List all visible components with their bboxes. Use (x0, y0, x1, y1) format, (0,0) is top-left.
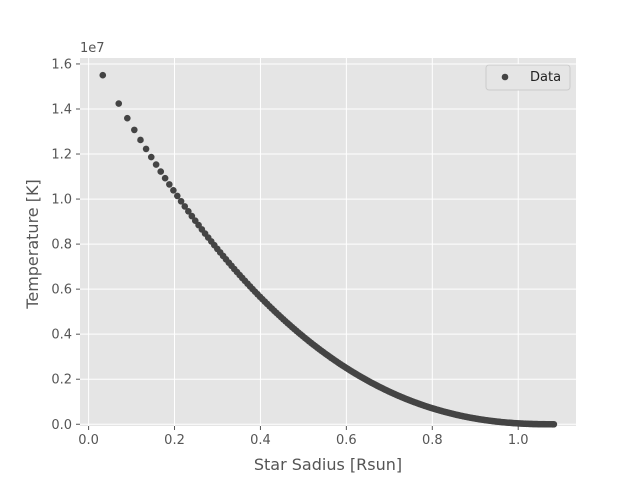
x-tick-label: 0.8 (422, 433, 443, 448)
x-tick-label: 0.6 (336, 433, 357, 448)
y-tick-label: 0.6 (51, 283, 72, 298)
y-tick-label: 1.6 (51, 57, 72, 72)
x-axis-label: Star Sadius [Rsun] (254, 455, 402, 474)
y-tick-label: 1.0 (51, 193, 72, 208)
x-tick-label: 1.0 (508, 433, 529, 448)
x-axis-ticks: 0.0 0.2 0.4 0.6 0.8 1.0 (78, 426, 529, 448)
legend-label: Data (530, 70, 561, 85)
y-tick-label: 1.2 (51, 148, 72, 163)
data-point (152, 161, 160, 168)
y-axis-ticks: 0.0 0.2 0.4 0.6 0.8 1.0 1.2 1.4 1.6 (51, 57, 80, 433)
x-tick-label: 0.0 (78, 433, 99, 448)
data-point (185, 208, 192, 215)
y-axis-label: Temperature [K] (23, 179, 42, 309)
data-point (137, 136, 144, 144)
data-point (550, 420, 558, 428)
legend-box (485, 64, 571, 91)
y-tick-label: 0.4 (51, 328, 72, 343)
y-tick-label: 1.4 (51, 102, 72, 117)
data-point (170, 186, 177, 194)
y-tick-label: 0.8 (51, 238, 72, 253)
data-point (157, 168, 165, 175)
plot-area (80, 58, 576, 426)
x-tick-label: 0.2 (164, 433, 185, 448)
data-point (147, 153, 155, 161)
data-point (131, 126, 138, 134)
data-point (99, 71, 107, 79)
legend: Data (485, 64, 571, 91)
legend-marker (501, 73, 509, 81)
data-point (181, 203, 189, 210)
data-point (115, 100, 123, 107)
data-points (99, 71, 558, 428)
data-point (124, 114, 131, 122)
data-point (177, 197, 185, 205)
data-point (161, 174, 169, 182)
grid (80, 58, 576, 426)
data-point (188, 212, 196, 220)
y-axis-offset-text: 1e7 (80, 41, 105, 56)
y-tick-label: 0.2 (51, 373, 72, 388)
x-tick-label: 0.4 (250, 433, 271, 448)
data-point (166, 181, 173, 188)
data-point (142, 145, 150, 153)
data-point (173, 192, 181, 200)
y-tick-label: 0.0 (51, 418, 72, 433)
